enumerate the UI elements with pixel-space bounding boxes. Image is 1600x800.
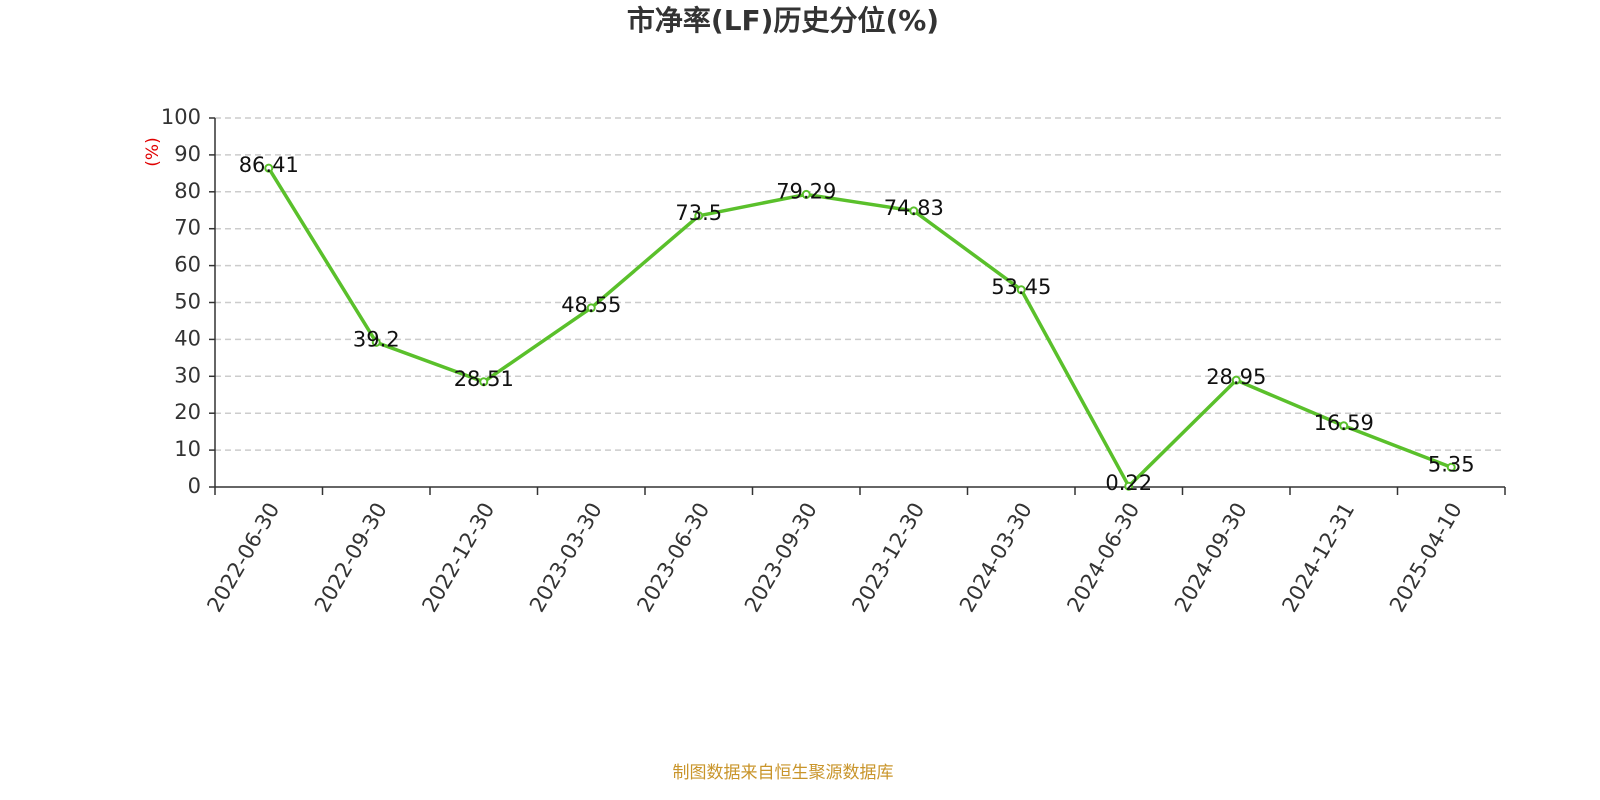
x-tick-label: 2023-06-30 [632, 499, 714, 617]
y-tick-label: 90 [174, 142, 201, 166]
x-tick-label: 2024-06-30 [1062, 499, 1144, 617]
marker [264, 163, 274, 173]
y-tick-label: 20 [174, 400, 201, 424]
marker [371, 337, 381, 347]
data-label: 16.59 [1314, 411, 1374, 435]
line [267, 167, 1452, 488]
x-tick-label: 2023-09-30 [740, 499, 822, 617]
y-tick-label: 30 [174, 363, 201, 387]
data-label: 5.35 [1428, 452, 1475, 476]
y-tick-label: 100 [161, 105, 201, 129]
marker [1339, 421, 1349, 431]
data-label: 74.83 [884, 196, 944, 220]
x-tick-label: 2022-06-30 [202, 499, 284, 617]
x-tick-label: 2023-03-30 [525, 499, 607, 617]
y-tick-label: 10 [174, 437, 201, 461]
marker [909, 206, 919, 216]
data-label: 86.41 [239, 153, 299, 177]
data-label: 79.29 [776, 179, 836, 203]
x-tick-label: 2023-12-30 [847, 499, 929, 617]
y-tick-label: 60 [174, 253, 201, 277]
marker [1124, 481, 1134, 491]
x-tick-label: 2022-09-30 [310, 499, 392, 617]
marker [801, 189, 811, 199]
x-tick-label: 2024-12-31 [1277, 499, 1359, 617]
x-tick-label: 2024-03-30 [955, 499, 1037, 617]
x-tick-label: 2022-12-30 [417, 499, 499, 617]
y-tick-label: 50 [174, 290, 201, 314]
marker [479, 377, 489, 387]
y-tick-label: 0 [188, 474, 201, 498]
data-label: 48.55 [561, 293, 621, 317]
data-label: 53.45 [991, 275, 1051, 299]
data-label: 28.95 [1206, 365, 1266, 389]
marker [1016, 285, 1026, 295]
data-label: 28.51 [454, 367, 514, 391]
marker [586, 303, 596, 313]
y-tick-label: 70 [174, 216, 201, 240]
chart-title: 市净率(LF)历史分位(%) [627, 4, 939, 37]
x-tick-label: 2024-09-30 [1170, 499, 1252, 617]
y-tick-label: 40 [174, 326, 201, 350]
x-tick-label: 2025-04-10 [1385, 499, 1467, 617]
marker [1231, 375, 1241, 385]
data-label: 0.22 [1105, 471, 1152, 495]
marker [1446, 462, 1456, 472]
data-label: 39.2 [353, 327, 400, 351]
source-note: 制图数据来自恒生聚源数据库 [673, 763, 894, 783]
y-tick-label: 80 [174, 179, 201, 203]
data-label: 73.5 [675, 201, 722, 225]
marker [694, 211, 704, 221]
y-axis-label: (%) [143, 137, 163, 166]
